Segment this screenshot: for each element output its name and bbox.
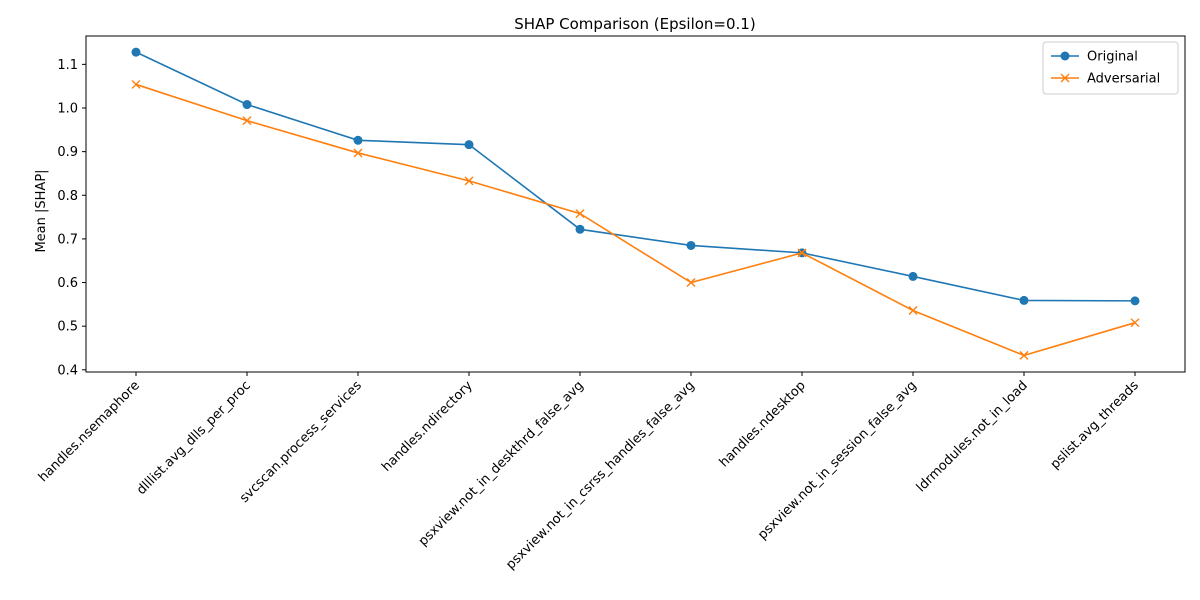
- y-tick-label: 0.6: [57, 276, 78, 291]
- data-point: [686, 240, 696, 250]
- legend-marker: [1060, 73, 1070, 83]
- y-tick-label: 0.7: [57, 232, 78, 247]
- plot-area: 0.4 0.5 0.6 0.7 0.8 0.9 1.0 1.1 handles.nsemapho…: [36, 35, 1186, 573]
- data-point: [353, 148, 363, 158]
- series-line-original: [135, 51, 1136, 302]
- data-point: [464, 140, 474, 150]
- legend: Original Adversarial: [1042, 41, 1179, 95]
- x-tick-label: dlllist.avg_dlls_per_proc: [134, 378, 254, 498]
- y-tick-label: 0.5: [57, 320, 78, 335]
- data-point: [1019, 350, 1029, 360]
- series-line-adversarial: [135, 83, 1136, 357]
- x-tick-label: handles.ndesktop: [717, 378, 809, 470]
- legend-box: [1042, 41, 1179, 95]
- y-tick-label: 0.8: [57, 189, 78, 204]
- data-point: [575, 224, 585, 234]
- data-point: [908, 305, 918, 315]
- data-point: [242, 116, 252, 126]
- x-tick-label: psxview.not_in_csrss_handles_false_avg: [503, 378, 697, 572]
- x-tick-label: pslist.avg_threads: [1048, 378, 1142, 472]
- data-point: [575, 209, 585, 219]
- data-point: [686, 278, 696, 288]
- x-tick-label: handles.ndirectory: [379, 378, 476, 475]
- data-point: [242, 100, 252, 110]
- data-point: [353, 135, 363, 145]
- x-tick-label: ldrmodules.not_in_load: [914, 378, 1031, 495]
- data-point: [908, 271, 918, 281]
- legend-label: Adversarial: [1087, 72, 1160, 87]
- data-point: [131, 79, 141, 89]
- data-point: [464, 176, 474, 186]
- legend-marker: [1060, 51, 1070, 61]
- y-tick-label: 1.1: [57, 58, 78, 73]
- data-point: [797, 248, 807, 258]
- data-point: [1130, 296, 1140, 306]
- y-axis-label: Mean |SHAP|: [34, 169, 49, 252]
- axes-frame: [85, 35, 1186, 373]
- data-point: [1019, 295, 1029, 305]
- x-tick-label: svcscan.process_services: [237, 378, 365, 506]
- chart-title: SHAP Comparison (Epsilon=0.1): [514, 15, 755, 33]
- data-point: [1130, 318, 1140, 328]
- legend-label: Original: [1087, 50, 1138, 65]
- data-point: [131, 47, 141, 57]
- y-tick-label: 1.0: [57, 102, 78, 117]
- y-tick-label: 0.4: [57, 363, 78, 378]
- y-tick-label: 0.9: [57, 145, 78, 160]
- x-tick-label: handles.nsemaphore: [36, 378, 143, 485]
